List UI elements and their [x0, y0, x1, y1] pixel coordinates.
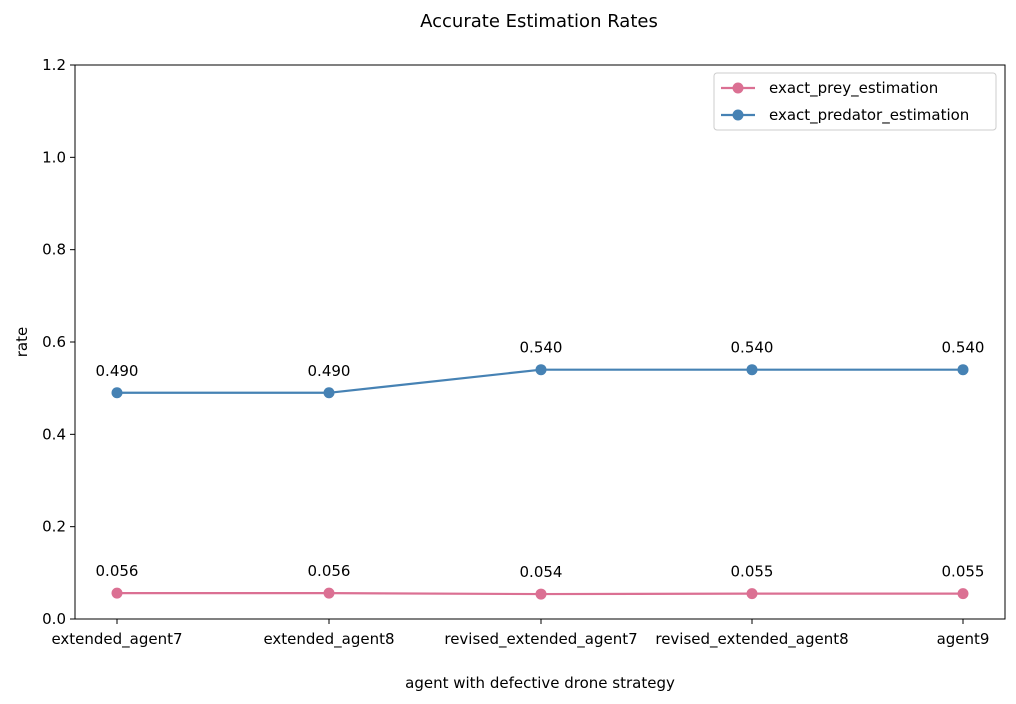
y-tick-label: 0.2 — [42, 518, 66, 536]
legend-item: exact_predator_estimation — [721, 106, 969, 125]
data-point — [111, 387, 123, 399]
data-point — [323, 587, 335, 599]
y-axis-label: rate — [13, 327, 31, 357]
y-tick-label: 0.8 — [42, 241, 66, 259]
y-tick-label: 0.6 — [42, 333, 66, 351]
data-point — [746, 364, 758, 376]
legend-marker — [732, 109, 744, 121]
x-axis-label: agent with defective drone strategy — [405, 674, 675, 692]
y-tick-label: 1.0 — [42, 148, 66, 166]
data-label: 0.490 — [96, 362, 139, 380]
y-axis: 0.0 0.2 0.4 0.6 0.8 1.0 1.2 — [42, 56, 75, 628]
data-point — [957, 364, 969, 376]
data-label: 0.540 — [942, 339, 985, 357]
x-tick-label: revised_extended_agent8 — [655, 630, 848, 649]
data-label: 0.540 — [731, 339, 774, 357]
data-point — [957, 588, 969, 600]
data-point — [535, 588, 547, 600]
y-tick-label: 0.0 — [42, 610, 66, 628]
legend-item: exact_prey_estimation — [721, 79, 938, 98]
data-label: 0.056 — [96, 562, 139, 580]
legend-label: exact_predator_estimation — [769, 106, 969, 125]
series-exact-predator-estimation — [111, 364, 969, 399]
series-layer — [111, 364, 969, 600]
series-exact-prey-estimation — [111, 587, 969, 600]
data-point — [323, 387, 335, 399]
legend: exact_prey_estimation exact_predator_esti… — [713, 72, 997, 131]
data-label: 0.490 — [308, 362, 351, 380]
x-tick-label: agent9 — [937, 630, 990, 648]
y-tick-label: 0.4 — [42, 425, 66, 443]
data-point — [535, 364, 547, 376]
data-label: 0.055 — [942, 563, 985, 581]
x-tick-label: extended_agent8 — [263, 630, 394, 649]
y-tick-label: 1.2 — [42, 56, 66, 74]
data-label: 0.054 — [520, 563, 563, 581]
data-label: 0.056 — [308, 562, 351, 580]
data-label: 0.055 — [731, 563, 774, 581]
data-point — [111, 587, 123, 599]
data-label: 0.540 — [520, 339, 563, 357]
legend-box — [713, 72, 997, 131]
data-point — [746, 588, 758, 600]
legend-marker — [732, 82, 744, 94]
legend-label: exact_prey_estimation — [769, 79, 938, 98]
x-tick-label: revised_extended_agent7 — [444, 630, 637, 649]
x-axis: extended_agent7 extended_agent8 revised_ex… — [51, 619, 989, 649]
chart-title: Accurate Estimation Rates — [420, 11, 658, 32]
x-tick-label: extended_agent7 — [51, 630, 182, 649]
data-labels: 0.056 0.056 0.054 0.055 0.055 0.490 0.490 0.540… — [96, 339, 985, 581]
